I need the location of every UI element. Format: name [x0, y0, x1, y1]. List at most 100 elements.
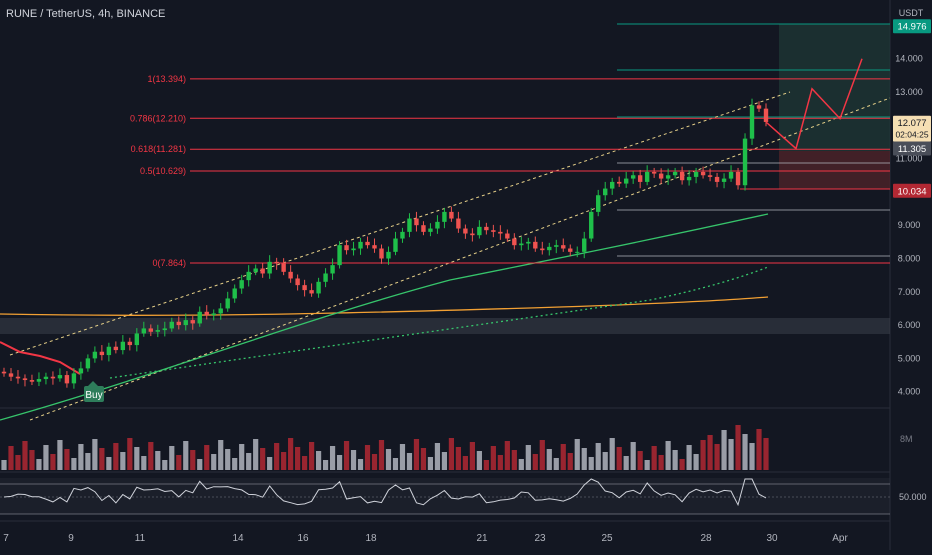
volume-bar	[29, 450, 35, 470]
volume-bar	[8, 446, 14, 470]
volume-bar	[78, 444, 84, 470]
channel-upper	[9, 91, 791, 356]
volume-bar	[588, 457, 594, 470]
volume-bar	[763, 438, 769, 470]
candle-body	[218, 308, 223, 314]
volume-bar	[644, 460, 650, 470]
buy-label: Buy	[85, 390, 102, 401]
symbol-title[interactable]: RUNE / TetherUS, 4h, BINANCE	[6, 8, 165, 20]
volume-bar	[623, 456, 629, 470]
x-tick-label: 25	[601, 533, 613, 544]
candle-body	[665, 175, 671, 179]
candle-body	[526, 241, 531, 244]
candle-body	[491, 230, 496, 232]
candle-body	[162, 328, 167, 331]
volume-bar	[288, 438, 294, 470]
volume-bar	[735, 425, 741, 470]
candle-body	[85, 358, 91, 369]
volume-bar	[43, 445, 49, 470]
fib-label: 1(13.394)	[147, 74, 186, 84]
candle-body	[232, 288, 237, 299]
candle-body	[155, 330, 160, 332]
volume-bars	[1, 425, 769, 470]
candle-body	[330, 265, 335, 274]
candle-body	[64, 375, 70, 384]
volume-bar	[672, 450, 678, 470]
ema-200	[0, 296, 769, 316]
volume-bar	[378, 440, 385, 470]
x-tick-label: 23	[534, 533, 546, 544]
volume-bar	[693, 454, 699, 470]
time-axis[interactable]: 7 9 11 14 16 18 21 23 25 28 30 Apr	[3, 533, 848, 544]
candle-body	[22, 378, 28, 381]
support-zone	[0, 318, 890, 334]
candle-body	[477, 226, 482, 236]
candle-body	[281, 263, 286, 272]
candle-body	[442, 211, 447, 222]
rsi-line	[3, 478, 767, 507]
volume-bar	[295, 447, 301, 470]
candle-body	[337, 245, 342, 266]
candle-body	[484, 226, 489, 231]
candle-body	[211, 313, 216, 316]
volume-bar	[134, 447, 140, 470]
volume-bar	[413, 439, 420, 470]
candle-body	[351, 248, 356, 251]
volume-bar	[469, 442, 475, 470]
volume-bar	[190, 450, 196, 470]
volume-bar	[302, 456, 308, 470]
candle-body	[575, 251, 580, 253]
candle-body	[428, 228, 433, 232]
price-tag-level	[893, 141, 931, 156]
candle-body	[169, 321, 174, 329]
volume-bar	[169, 446, 175, 470]
candle-body	[707, 175, 713, 177]
volume-bar	[246, 453, 252, 470]
volume-bar	[525, 445, 531, 470]
volume-bar	[728, 439, 734, 470]
volume-bar	[85, 453, 91, 470]
candle-body	[365, 241, 370, 246]
volume-bar	[120, 452, 126, 470]
candle-body	[190, 320, 195, 324]
candle-body	[714, 176, 720, 182]
volume-bar	[511, 450, 517, 470]
candle-body	[358, 241, 363, 249]
y-tick-label: 14.000	[895, 54, 923, 64]
rsi-band	[0, 478, 890, 514]
candle-body	[721, 178, 727, 182]
volume-bar	[462, 456, 468, 470]
volume-bar	[113, 443, 119, 470]
position-profit-zone[interactable]	[779, 24, 890, 151]
volume-bar	[176, 455, 182, 470]
volume-bar	[267, 457, 273, 470]
candle-body	[686, 176, 692, 181]
candle-body	[400, 231, 405, 239]
candle-body	[309, 290, 314, 294]
volume-bar	[721, 430, 727, 470]
fib-label: 0.5(10.629)	[140, 166, 186, 176]
currency-label[interactable]: USDT	[899, 8, 924, 18]
candle-body	[658, 173, 664, 179]
candle-body	[183, 320, 188, 326]
volume-bar	[434, 443, 441, 470]
volume-bar	[155, 451, 161, 470]
position-loss-zone[interactable]	[779, 151, 890, 189]
volume-bar	[497, 455, 503, 470]
candle-body	[379, 248, 384, 259]
candle-body	[316, 281, 321, 294]
volume-bar	[560, 444, 566, 470]
candle-body	[519, 243, 524, 246]
volume-bar	[36, 459, 42, 470]
volume-bar	[574, 439, 580, 470]
fib-label: 0.786(12.210)	[130, 113, 186, 123]
candle-body	[554, 245, 559, 247]
candle-body	[568, 248, 573, 252]
volume-bar	[162, 460, 168, 470]
volume-bar	[260, 448, 266, 470]
volume-bar	[343, 441, 350, 470]
volume-bar	[742, 434, 748, 470]
